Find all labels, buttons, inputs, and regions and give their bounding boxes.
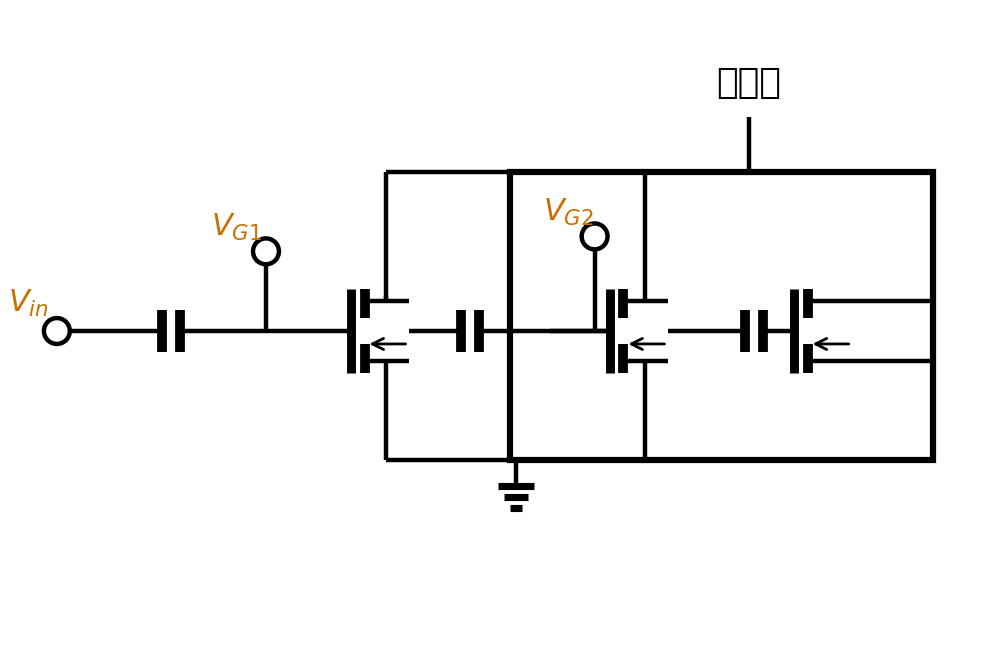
Bar: [510, 172, 933, 460]
Text: $V_{in}$: $V_{in}$: [8, 288, 49, 319]
Text: $V_{G2}$: $V_{G2}$: [543, 197, 594, 228]
Text: 开关级: 开关级: [717, 66, 781, 100]
Text: $V_{G1}$: $V_{G1}$: [211, 212, 262, 243]
